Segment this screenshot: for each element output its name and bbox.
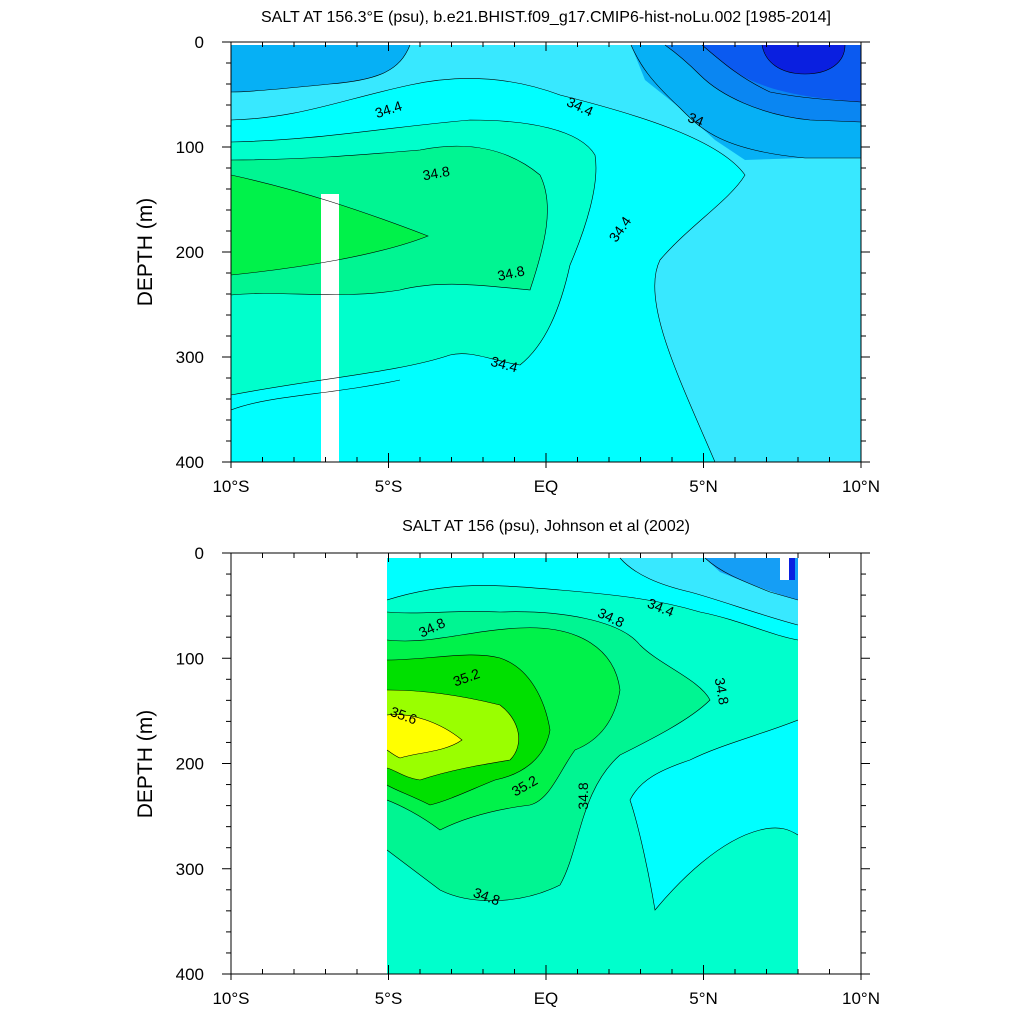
bottom-axis-ticks bbox=[222, 552, 870, 980]
bottom-contour-line bbox=[704, 557, 798, 601]
top-contour-label: 34.8 bbox=[496, 262, 526, 283]
top-panel: SALT AT 156.3°E (psu), b.e21.BHIST.f09_g… bbox=[134, 9, 880, 496]
top-y-tick-label: 100 bbox=[176, 138, 204, 157]
top-axis-ticks bbox=[222, 41, 870, 468]
top-contour-line bbox=[231, 174, 429, 276]
top-contour-line bbox=[701, 44, 861, 103]
top-contour-line bbox=[231, 78, 746, 462]
bottom-x-tick-label: 10°S bbox=[212, 989, 249, 1008]
bottom-contour-lines bbox=[387, 557, 798, 911]
top-contour-line bbox=[761, 44, 846, 75]
top-contour-lines bbox=[231, 44, 861, 462]
top-x-tick-label: 5°N bbox=[689, 477, 718, 496]
top-y-axis-label: DEPTH (m) bbox=[134, 198, 157, 307]
top-axis-tick-labels: 10°S 5°S EQ 5°N 10°N 0 100 200 300 400 bbox=[176, 33, 880, 496]
top-contour-label: 34 bbox=[686, 109, 707, 130]
bottom-y-tick-label: 0 bbox=[195, 544, 204, 563]
top-contour-line bbox=[231, 145, 548, 296]
bottom-panel: SALT AT 156 (psu), Johnson et al (2002) bbox=[134, 518, 880, 1008]
top-x-tick-label: EQ bbox=[534, 477, 559, 496]
top-y-tick-label: 300 bbox=[176, 348, 204, 367]
top-missing-data-column bbox=[321, 194, 339, 462]
top-contour-line bbox=[231, 44, 411, 93]
top-x-tick-label: 10°S bbox=[212, 477, 249, 496]
top-contour-line bbox=[231, 119, 597, 396]
bottom-region-salt-33-4 bbox=[789, 558, 795, 580]
bottom-contour-line bbox=[387, 611, 711, 901]
top-x-tick-label: 10°N bbox=[842, 477, 880, 496]
top-contour-line bbox=[630, 44, 861, 159]
bottom-region-salt-35-6 bbox=[387, 714, 462, 758]
bottom-contour-label: 34.8 bbox=[575, 782, 591, 809]
top-contour-fill bbox=[231, 45, 861, 462]
top-contour-label: 34.8 bbox=[421, 163, 451, 184]
bottom-region-salt-34-4-east bbox=[630, 720, 798, 910]
bottom-contour-line bbox=[387, 714, 463, 759]
bottom-x-tick-label: 10°N bbox=[842, 989, 880, 1008]
top-y-tick-label: 200 bbox=[176, 243, 204, 262]
top-contour-line bbox=[231, 379, 401, 411]
bottom-contour-label: 34.8 bbox=[712, 676, 733, 706]
bottom-contour-line bbox=[629, 719, 798, 911]
top-contour-label: 34.4 bbox=[489, 353, 520, 376]
bottom-x-tick-label: 5°N bbox=[689, 989, 718, 1008]
top-x-tick-label: 5°S bbox=[375, 477, 403, 496]
bottom-contour-line bbox=[387, 627, 621, 831]
bottom-x-tick-label: EQ bbox=[534, 989, 559, 1008]
bottom-contour-line bbox=[387, 654, 551, 806]
top-region-salt-34-0-west bbox=[231, 45, 410, 92]
bottom-missing-data-markers bbox=[780, 558, 795, 580]
bottom-y-tick-label: 400 bbox=[176, 965, 204, 984]
bottom-contour-line bbox=[619, 557, 798, 626]
bottom-y-tick-label: 300 bbox=[176, 860, 204, 879]
bottom-contour-fill bbox=[387, 558, 798, 974]
bottom-contour-line bbox=[387, 585, 798, 641]
top-contour-line bbox=[664, 44, 861, 123]
bottom-x-tick-label: 5°S bbox=[375, 989, 403, 1008]
bottom-contour-line bbox=[387, 689, 519, 781]
bottom-y-axis-label: DEPTH (m) bbox=[134, 710, 157, 819]
bottom-missing-data-notch bbox=[780, 558, 789, 580]
bottom-axis-tick-labels: 10°S 5°S EQ 5°N 10°N 0 100 200 300 400 bbox=[176, 544, 880, 1008]
top-y-tick-label: 400 bbox=[176, 453, 204, 472]
top-y-tick-label: 0 bbox=[195, 33, 204, 52]
top-region-salt-33-4 bbox=[762, 45, 845, 74]
top-panel-title: SALT AT 156.3°E (psu), b.e21.BHIST.f09_g… bbox=[261, 9, 831, 26]
bottom-region-salt-33-8 bbox=[705, 558, 798, 600]
bottom-panel-title: SALT AT 156 (psu), Johnson et al (2002) bbox=[402, 518, 690, 535]
bottom-y-tick-label: 200 bbox=[176, 755, 204, 774]
bottom-y-tick-label: 100 bbox=[176, 649, 204, 668]
